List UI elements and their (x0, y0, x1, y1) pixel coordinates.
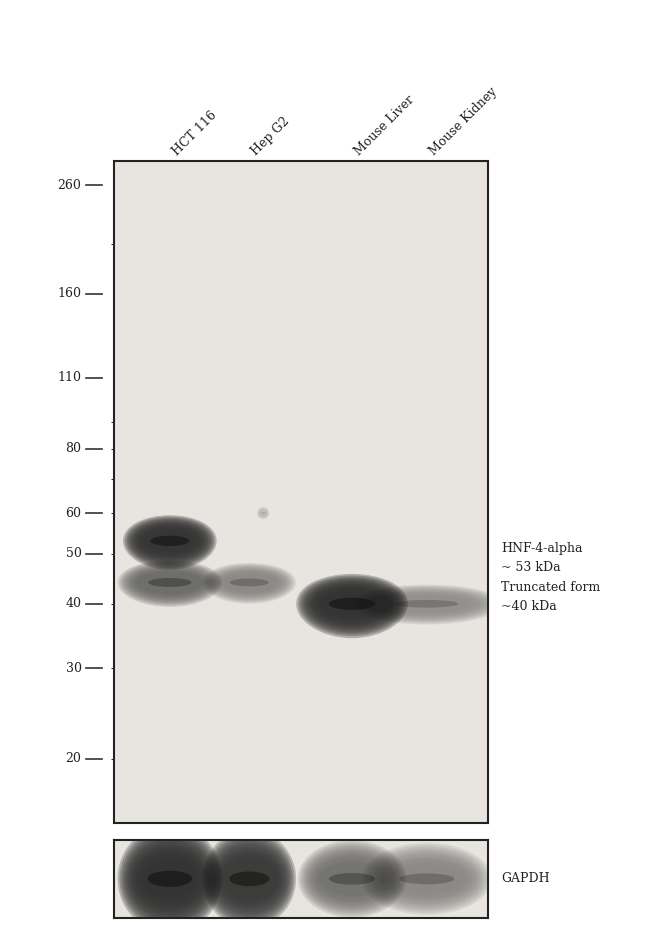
Ellipse shape (138, 526, 201, 556)
Ellipse shape (118, 560, 222, 607)
Ellipse shape (125, 836, 214, 921)
Ellipse shape (206, 835, 292, 922)
Ellipse shape (135, 524, 205, 559)
Text: HCT 116: HCT 116 (170, 109, 219, 158)
Ellipse shape (133, 522, 206, 561)
Ellipse shape (313, 586, 391, 623)
Ellipse shape (131, 845, 209, 913)
Ellipse shape (356, 587, 498, 622)
Ellipse shape (150, 535, 189, 546)
Ellipse shape (298, 575, 406, 637)
Ellipse shape (202, 563, 296, 604)
Ellipse shape (137, 525, 203, 558)
Ellipse shape (369, 849, 484, 909)
Ellipse shape (309, 583, 395, 627)
Ellipse shape (211, 843, 287, 915)
Ellipse shape (207, 566, 291, 601)
Ellipse shape (130, 520, 210, 564)
Ellipse shape (300, 577, 404, 635)
Ellipse shape (329, 873, 375, 885)
Ellipse shape (229, 871, 269, 886)
Ellipse shape (127, 839, 213, 919)
Ellipse shape (230, 579, 268, 587)
Ellipse shape (364, 845, 489, 913)
Text: HNF-4-alpha
~ 53 kDa
Truncated form
~40 kDa: HNF-4-alpha ~ 53 kDa Truncated form ~40 … (501, 542, 601, 613)
Ellipse shape (372, 850, 482, 907)
Ellipse shape (129, 567, 211, 600)
Text: 40: 40 (66, 597, 81, 610)
Ellipse shape (350, 585, 503, 624)
Ellipse shape (148, 870, 192, 887)
Ellipse shape (304, 847, 400, 911)
Ellipse shape (296, 574, 408, 639)
Ellipse shape (304, 580, 400, 631)
Ellipse shape (298, 840, 406, 918)
Ellipse shape (133, 848, 207, 910)
Text: Mouse Kidney: Mouse Kidney (427, 85, 500, 158)
Ellipse shape (129, 842, 211, 916)
Ellipse shape (137, 854, 203, 903)
Ellipse shape (140, 528, 200, 554)
Text: 50: 50 (66, 548, 81, 560)
Text: 30: 30 (66, 661, 81, 674)
Text: 80: 80 (66, 443, 81, 455)
Ellipse shape (123, 516, 216, 569)
Ellipse shape (216, 851, 282, 906)
Ellipse shape (202, 830, 296, 928)
Ellipse shape (207, 838, 291, 920)
Ellipse shape (300, 842, 404, 916)
Ellipse shape (127, 517, 213, 567)
Ellipse shape (124, 564, 216, 604)
Ellipse shape (124, 833, 216, 924)
Ellipse shape (317, 588, 387, 621)
Text: 60: 60 (66, 506, 81, 519)
Ellipse shape (306, 849, 398, 909)
Ellipse shape (308, 850, 396, 907)
Ellipse shape (367, 847, 487, 911)
Ellipse shape (315, 587, 389, 622)
Ellipse shape (148, 578, 192, 587)
Ellipse shape (302, 578, 402, 633)
Ellipse shape (362, 843, 491, 915)
Ellipse shape (127, 566, 213, 601)
Ellipse shape (122, 831, 218, 927)
Ellipse shape (204, 564, 294, 603)
Ellipse shape (302, 845, 402, 913)
Ellipse shape (310, 852, 394, 905)
Ellipse shape (220, 856, 279, 902)
Ellipse shape (353, 586, 500, 623)
Ellipse shape (359, 587, 495, 622)
Ellipse shape (307, 581, 398, 629)
Text: Mouse Liver: Mouse Liver (352, 94, 417, 158)
Text: 110: 110 (57, 371, 81, 384)
Text: 20: 20 (66, 752, 81, 765)
Ellipse shape (125, 517, 215, 569)
Ellipse shape (125, 565, 214, 602)
Ellipse shape (218, 853, 280, 904)
Ellipse shape (120, 828, 220, 930)
Ellipse shape (261, 512, 266, 515)
Ellipse shape (135, 850, 205, 907)
Ellipse shape (209, 840, 289, 918)
Ellipse shape (329, 598, 375, 610)
Text: Hep G2: Hep G2 (249, 114, 292, 158)
Ellipse shape (128, 518, 211, 565)
Ellipse shape (395, 600, 458, 607)
Ellipse shape (213, 846, 286, 912)
Text: GAPDH: GAPDH (501, 872, 550, 885)
Ellipse shape (311, 584, 393, 625)
Text: 260: 260 (58, 179, 81, 192)
Ellipse shape (209, 567, 289, 600)
Ellipse shape (399, 873, 454, 885)
Ellipse shape (120, 561, 220, 605)
Ellipse shape (132, 521, 208, 562)
Ellipse shape (122, 563, 218, 604)
Ellipse shape (214, 849, 284, 909)
Text: 160: 160 (57, 288, 81, 300)
Ellipse shape (204, 832, 294, 925)
Ellipse shape (118, 825, 222, 933)
Ellipse shape (131, 568, 209, 598)
Ellipse shape (206, 565, 292, 602)
